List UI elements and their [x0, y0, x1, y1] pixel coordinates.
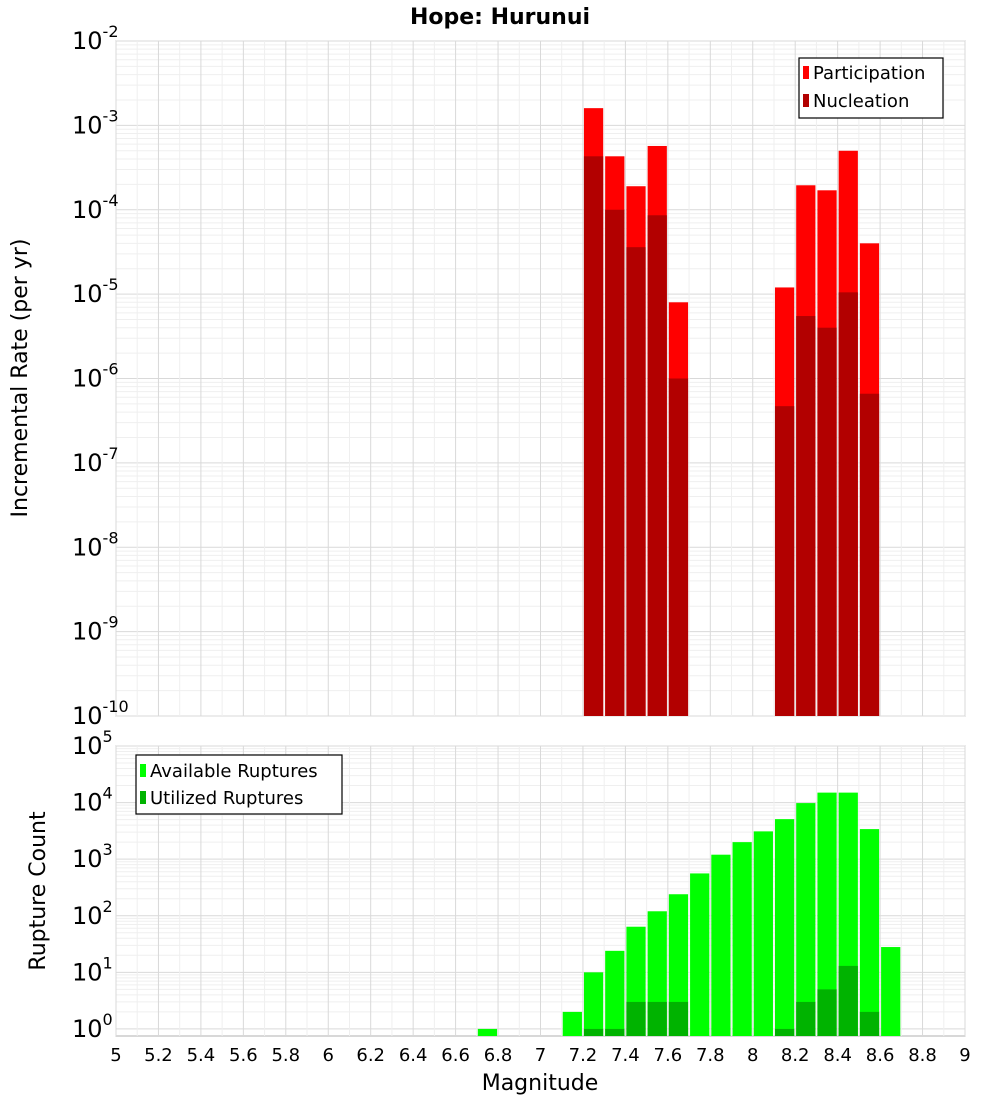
participation-legend-swatch — [803, 66, 809, 79]
nucleation-bar — [605, 209, 625, 716]
magnitude-x-tick-label: 5.8 — [271, 1045, 300, 1066]
utilized-ruptures-bar — [583, 1028, 604, 1036]
magnitude-x-tick-label: 8.4 — [823, 1045, 852, 1066]
available-ruptures-bar — [774, 819, 795, 1036]
utilized-ruptures-bar — [774, 1028, 795, 1036]
utilized-ruptures-bar — [796, 1001, 816, 1036]
nucleation-bar — [583, 156, 604, 717]
rate-y-tick-label: 10-8 — [72, 528, 119, 561]
utilized-ruptures-bar — [838, 965, 858, 1036]
magnitude-x-tick-label: 5.4 — [187, 1045, 216, 1066]
count-bars — [477, 792, 901, 1036]
magnitude-x-tick-label: 6.4 — [399, 1045, 428, 1066]
utilized-legend-swatch — [140, 791, 146, 804]
available-legend-swatch — [140, 764, 146, 777]
utilized-ruptures-bar — [817, 989, 837, 1036]
nucleation-legend-swatch — [803, 94, 809, 107]
rate-y-tick-label: 10-9 — [72, 613, 119, 646]
magnitude-x-tick-label: 6.8 — [484, 1045, 513, 1066]
magnitude-x-tick-label: 6 — [323, 1045, 334, 1066]
magnitude-x-tick-label: 7.6 — [654, 1045, 683, 1066]
count-y-tick-label: 101 — [72, 953, 113, 986]
magnitude-x-tick-label: 8.8 — [908, 1045, 937, 1066]
magnitude-x-tick-label: 7.8 — [696, 1045, 725, 1066]
rate-y-tick-label: 10-10 — [72, 697, 129, 730]
available-legend-label: Available Ruptures — [150, 761, 318, 782]
magnitude-x-tick-label: 8.2 — [781, 1045, 810, 1066]
utilized-ruptures-bar — [647, 1001, 667, 1036]
utilized-ruptures-bar — [605, 1028, 625, 1036]
available-ruptures-bar — [711, 854, 731, 1036]
nucleation-bar — [774, 406, 795, 716]
count-legend-box — [135, 754, 343, 815]
available-ruptures-bar — [732, 842, 752, 1036]
count-y-axis-label: Rupture Count — [26, 811, 51, 971]
magnitude-x-tick-label: 8 — [747, 1045, 758, 1066]
available-ruptures-bar — [562, 1011, 582, 1036]
available-ruptures-bar — [668, 894, 689, 1036]
magnitude-x-tick-label: 7.2 — [569, 1045, 598, 1066]
magnitude-x-axis-label: Magnitude — [482, 1071, 599, 1096]
nucleation-bar — [796, 316, 816, 716]
chart-title: Hope: Hurunui — [410, 5, 590, 30]
magnitude-x-tick-label: 7.4 — [611, 1045, 640, 1066]
count-legend: Available Ruptures Utilized Ruptures — [135, 754, 343, 815]
count-y-tick-label: 104 — [72, 784, 113, 817]
rate-legend: Participation Nucleation — [798, 57, 944, 119]
rate-y-tick-label: 10-3 — [72, 106, 119, 139]
nucleation-bar — [647, 215, 667, 717]
magnitude-x-tick-label: 5.2 — [144, 1045, 173, 1066]
rate-bars — [583, 108, 880, 717]
magnitude-x-tick-label: 7 — [535, 1045, 546, 1066]
participation-legend-label: Participation — [813, 63, 925, 84]
count-y-tick-label: 105 — [72, 727, 113, 760]
count-y-ticks: 100 101 102 103 104 105 — [72, 727, 113, 1043]
rate-y-tick-label: 10-6 — [72, 360, 119, 393]
utilized-legend-label: Utilized Ruptures — [150, 788, 303, 809]
nucleation-bar — [817, 327, 837, 716]
available-ruptures-bar — [583, 972, 604, 1036]
available-ruptures-bar — [477, 1028, 498, 1036]
nucleation-bar — [668, 378, 689, 716]
magnitude-x-tick-label: 8.6 — [866, 1045, 895, 1066]
magnitude-x-tick-label: 6.2 — [356, 1045, 385, 1066]
nucleation-bar — [859, 393, 880, 716]
rate-y-axis-label: Incremental Rate (per yr) — [8, 239, 33, 518]
available-ruptures-bar — [881, 947, 901, 1036]
count-y-tick-label: 103 — [72, 840, 113, 873]
utilized-ruptures-bar — [626, 1001, 646, 1036]
magnitude-x-tick-label: 6.6 — [441, 1045, 470, 1066]
rate-grid — [115, 40, 966, 717]
magnitude-x-tick-label: 9 — [959, 1045, 970, 1066]
rate-y-tick-label: 10-2 — [72, 22, 119, 55]
rate-y-tick-label: 10-5 — [72, 275, 119, 308]
rate-legend-box — [798, 57, 944, 119]
magnitude-x-ticks: 5 5.2 5.4 5.6 5.8 6 6.2 6.4 6.6 6.8 7 7.2 7.4 7.6 7.8 8… — [110, 1045, 970, 1066]
rate-y-tick-label: 10-4 — [72, 191, 119, 224]
nucleation-legend-label: Nucleation — [813, 91, 909, 112]
count-y-tick-label: 102 — [72, 897, 113, 930]
available-ruptures-bar — [817, 792, 837, 1036]
available-ruptures-bar — [753, 831, 773, 1036]
available-ruptures-bar — [796, 803, 816, 1036]
utilized-ruptures-bar — [668, 1001, 689, 1036]
count-y-tick-label: 100 — [72, 1010, 113, 1043]
available-ruptures-bar — [690, 873, 710, 1036]
available-ruptures-bar — [605, 950, 625, 1036]
nucleation-bar — [626, 247, 646, 716]
rate-y-tick-label: 10-7 — [72, 444, 119, 477]
nucleation-bar — [838, 292, 858, 716]
magnitude-x-tick-label: 5 — [110, 1045, 121, 1066]
utilized-ruptures-bar — [859, 1011, 880, 1036]
magnitude-x-tick-label: 5.6 — [229, 1045, 258, 1066]
available-ruptures-bar — [859, 829, 880, 1036]
